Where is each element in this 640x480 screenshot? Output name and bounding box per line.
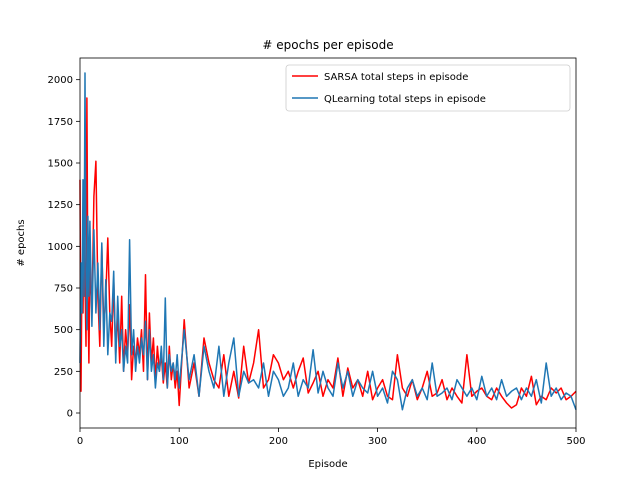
y-tick-label: 0 [67,409,73,420]
legend-box [285,64,571,112]
legend-label-sarsa: SARSA total steps in episode [324,72,468,83]
y-tick-label: 750 [54,284,73,295]
series-line-qlearning [79,72,577,411]
y-tick-label: 2000 [48,75,73,86]
y-axis-ticks: 0 250 500 750 1000 1250 1500 1750 2000 [48,75,80,420]
series-lines [79,72,577,411]
x-tick-label: 100 [170,436,189,447]
y-axis-label: # epochs [16,219,27,266]
chart-title: # epochs per episode [262,38,393,52]
y-tick-label: 1500 [48,159,73,170]
legend-label-qlearning: QLearning total steps in episode [324,94,486,105]
plot-area-frame [79,57,577,429]
x-tick-label: 500 [566,436,585,447]
y-tick-label: 1750 [48,117,73,128]
y-tick-label: 1000 [48,242,73,253]
x-axis-label: Episode [308,459,347,470]
x-tick-label: 0 [77,436,83,447]
y-tick-label: 1250 [48,200,73,211]
x-tick-label: 300 [368,436,387,447]
y-tick-label: 250 [54,367,73,378]
y-tick-label: 500 [54,325,73,336]
legend: SARSA total steps in episode QLearning t… [285,64,571,112]
x-tick-label: 200 [269,436,288,447]
x-tick-label: 400 [467,436,486,447]
x-axis-ticks: 0 100 200 300 400 500 [77,428,586,447]
